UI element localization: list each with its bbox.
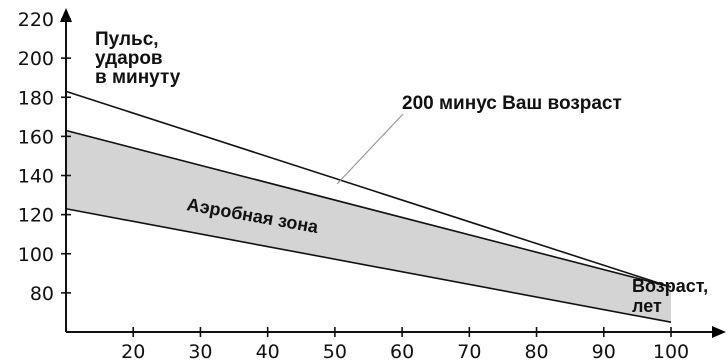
y-tick-label: 120 <box>18 205 54 227</box>
x-axis-label-line: лет <box>632 296 662 316</box>
x-tick-label: 40 <box>256 341 280 360</box>
x-tick-label: 80 <box>524 341 548 360</box>
series-line <box>65 129 672 288</box>
x-axis-label-line: Возраст, <box>632 276 708 296</box>
x-tick-label: 100 <box>653 341 689 360</box>
y-axis-arrow <box>60 8 72 22</box>
series-label-leader-line <box>336 113 404 185</box>
series-lines <box>65 90 672 324</box>
x-tick-label: 70 <box>457 341 481 360</box>
y-tick-label: 180 <box>18 87 54 109</box>
x-tick-label: 30 <box>188 341 212 360</box>
x-tick-label: 20 <box>121 341 145 360</box>
series-label: 200 минус Ваш возраст <box>402 93 622 114</box>
y-axis-label-line: в минуту <box>95 67 181 88</box>
y-ticks: 80 100 120 140 160 180 200 220 <box>18 9 71 305</box>
y-axis-label-line: Пульс, <box>95 29 159 50</box>
y-tick-label: 220 <box>18 9 54 31</box>
y-tick-label: 80 <box>30 283 54 305</box>
series-line <box>65 207 672 324</box>
x-axis-label: Возраст, лет <box>632 276 713 316</box>
y-tick-label: 140 <box>18 166 54 188</box>
x-tick-label: 90 <box>592 341 616 360</box>
y-tick-label: 100 <box>18 244 54 266</box>
y-axis-label-line: ударов <box>95 48 163 69</box>
y-tick-label: 200 <box>18 48 54 70</box>
x-tick-label: 60 <box>390 341 414 360</box>
aerobic-zone-band <box>66 130 671 323</box>
series-line <box>65 90 672 288</box>
y-tick-label: 160 <box>18 126 54 148</box>
y-axis-label: Пульс, ударов в минуту <box>95 29 181 88</box>
x-ticks: 20 30 40 50 60 70 80 90 100 <box>121 327 689 360</box>
x-tick-label: 50 <box>323 341 347 360</box>
x-axis-arrow <box>712 326 726 338</box>
